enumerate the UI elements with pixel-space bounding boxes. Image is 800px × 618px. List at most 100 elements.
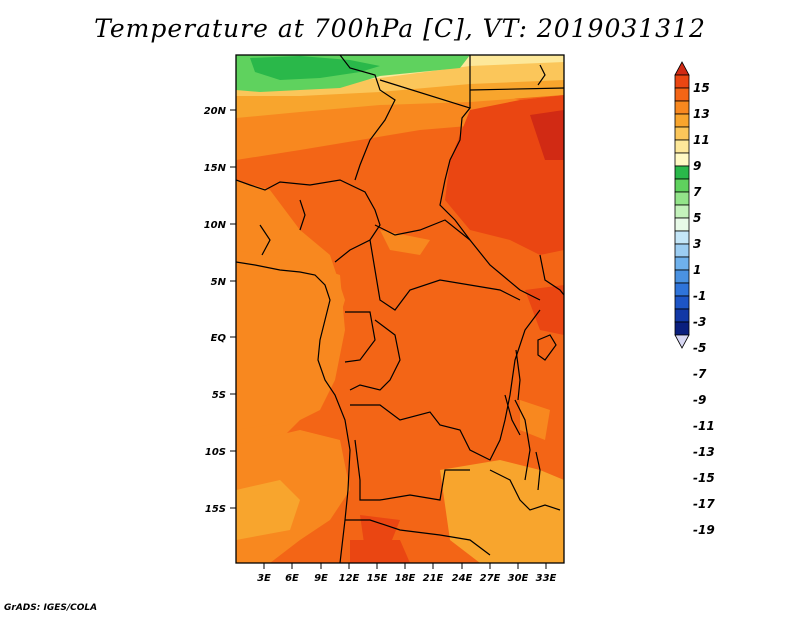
border-north-4 <box>469 87 564 91</box>
colorbar-label: -3 <box>693 315 706 329</box>
colorbar-swatch <box>674 87 690 102</box>
colorbar-swatch <box>674 256 690 271</box>
colorbar-swatch <box>674 165 690 180</box>
colorbar-swatch <box>674 100 690 115</box>
grads-credit: GrADS: IGES/COLA <box>4 603 98 613</box>
lake-malawi <box>535 451 541 491</box>
lon-label: 24E <box>452 573 473 584</box>
lake-victoria <box>537 334 557 361</box>
lon-label: 15E <box>367 573 388 584</box>
colorbar-label: 11 <box>693 133 710 147</box>
colorbar-label: -1 <box>693 289 706 303</box>
field-gulf <box>236 250 345 430</box>
colorbar-swatch <box>674 308 690 323</box>
colorbar-label: 7 <box>693 185 702 199</box>
temperature-field <box>236 55 564 563</box>
colorbar-label: -15 <box>693 471 715 485</box>
colorbar-swatch <box>674 230 690 245</box>
colorbar-swatch <box>674 243 690 258</box>
lat-label: 15N <box>204 163 227 174</box>
colorbar-swatch <box>674 321 690 336</box>
colorbar-swatch <box>674 178 690 193</box>
colorbar-label: 1 <box>693 263 701 277</box>
colorbar-label: -13 <box>693 445 715 459</box>
field-spot-1 <box>380 230 430 255</box>
coastline-west <box>236 261 351 563</box>
colorbar-swatch <box>674 282 690 297</box>
colorbar-label: 3 <box>693 237 701 251</box>
lat-label: 5N <box>211 277 227 288</box>
lat-label: 5S <box>212 390 226 401</box>
field-spot-2 <box>520 400 550 440</box>
colorbar-label: -5 <box>693 341 706 355</box>
lake-tanganyika-1 <box>515 349 521 401</box>
colorbar-swatch <box>674 113 690 128</box>
colorbar-cap-top <box>674 61 690 76</box>
border-north-2 <box>379 79 541 301</box>
colorbar-label: 15 <box>693 81 710 95</box>
lon-label: 18E <box>395 573 416 584</box>
colorbar-swatch <box>674 295 690 310</box>
field-east-hot <box>530 110 564 160</box>
colorbar-swatch <box>674 126 690 141</box>
colorbar <box>674 61 690 349</box>
lon-axis <box>263 563 547 569</box>
boundaries <box>236 55 564 563</box>
border-nigeria <box>299 199 306 231</box>
colorbar-cap-bottom <box>674 334 690 349</box>
border-central-1 <box>374 219 471 241</box>
colorbar-swatch <box>674 269 690 284</box>
border-togo <box>259 224 271 256</box>
border-west-africa <box>236 179 381 263</box>
border-central-2 <box>369 239 521 311</box>
colorbar-label: 13 <box>693 107 710 121</box>
lat-label: EQ <box>211 333 227 344</box>
colorbar-label: -11 <box>693 419 715 433</box>
colorbar-label: -19 <box>693 523 715 537</box>
field-southeast <box>440 460 564 563</box>
colorbar-swatch <box>674 74 690 89</box>
colorbar-label: -17 <box>693 497 715 511</box>
lon-label: 9E <box>314 573 328 584</box>
lon-label: 6E <box>285 573 299 584</box>
lat-label: 15S <box>205 504 226 515</box>
colorbar-label: -7 <box>693 367 707 381</box>
lat-label: 10N <box>204 220 227 231</box>
colorbar-swatch <box>674 152 690 167</box>
colorbar-label: 9 <box>693 159 701 173</box>
field-north-band-2 <box>236 72 564 118</box>
border-drc <box>350 309 541 461</box>
lake-tanganyika-2 <box>504 394 521 436</box>
lon-label: 27E <box>480 573 501 584</box>
colorbar-swatch <box>674 191 690 206</box>
field-south-warm-2 <box>350 540 410 563</box>
lat-axis <box>230 109 236 509</box>
colorbar-swatch <box>674 217 690 232</box>
colorbar-label: -9 <box>693 393 706 407</box>
lon-label: 21E <box>423 573 444 584</box>
border-tanzania <box>514 399 531 481</box>
border-namibia <box>345 519 491 556</box>
map-title: Temperature at 700hPa [C], VT: 201903131… <box>94 14 706 43</box>
coast-red-sea <box>537 64 546 86</box>
map-frame <box>235 54 565 564</box>
colorbar-label: 5 <box>693 211 701 225</box>
lon-label: 33E <box>536 573 557 584</box>
lon-label: 30E <box>508 573 529 584</box>
field-green-core <box>250 56 380 80</box>
field-east-warm <box>445 95 564 255</box>
border-north-1 <box>339 55 396 181</box>
border-zambia <box>489 469 561 511</box>
lon-label: 3E <box>257 573 271 584</box>
border-gabon <box>344 311 376 363</box>
field-southwest-2 <box>236 480 300 540</box>
border-angola <box>354 439 470 501</box>
lat-label: 20N <box>204 106 227 117</box>
colorbar-swatch <box>674 139 690 154</box>
border-congo <box>349 319 401 391</box>
lon-label: 12E <box>339 573 360 584</box>
border-ethiopia <box>539 254 564 296</box>
lat-label: 10S <box>205 447 226 458</box>
colorbar-swatch <box>674 204 690 219</box>
